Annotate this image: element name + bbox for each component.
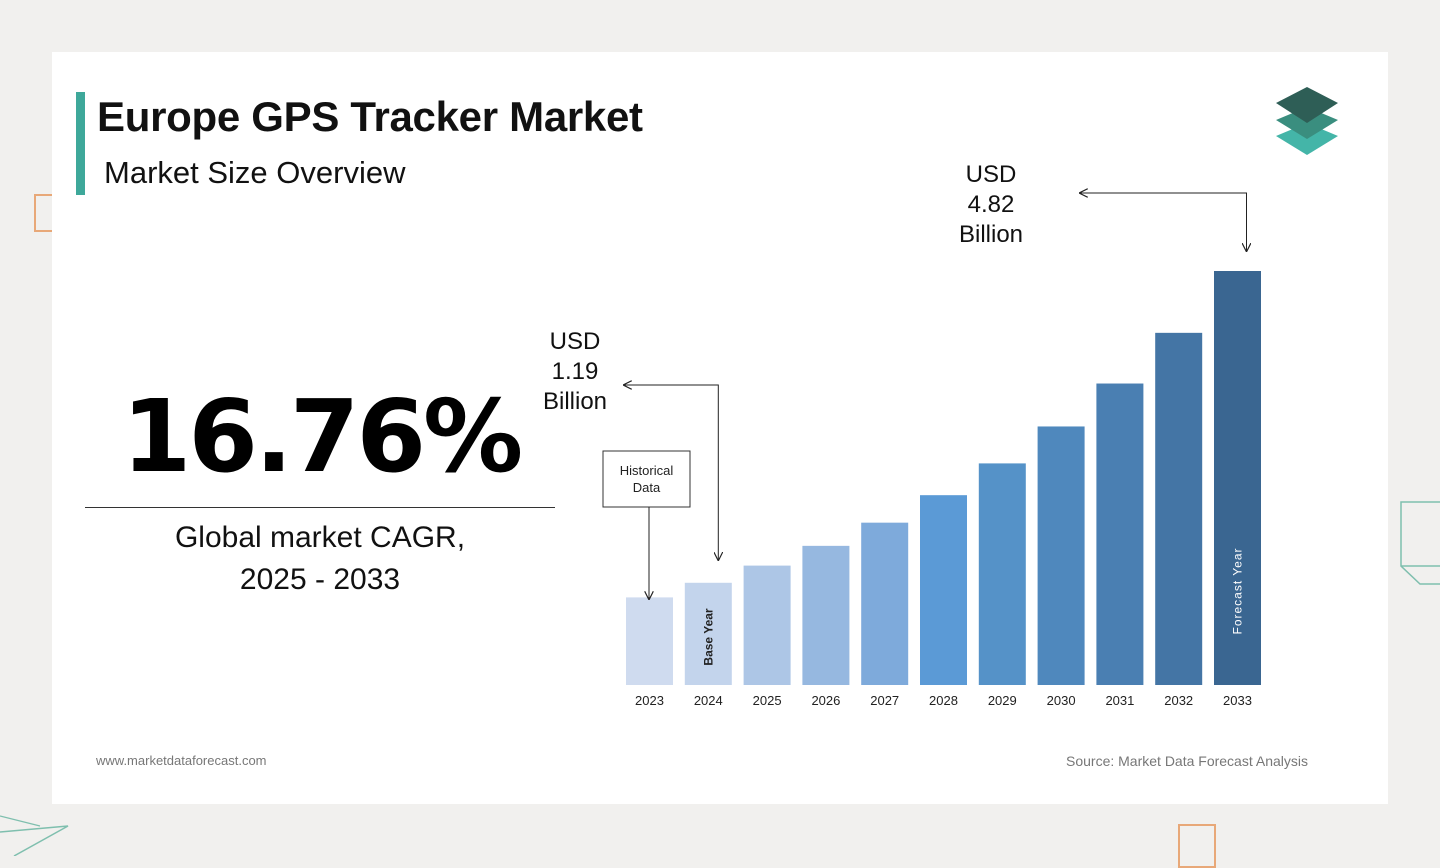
callout-arrow-2033 <box>1080 193 1247 251</box>
page-title: Europe GPS Tracker Market <box>97 93 643 140</box>
bar-2024 <box>684 582 732 685</box>
x-tick-2030: 2030 <box>1047 693 1076 708</box>
bar-2025 <box>743 565 791 685</box>
cagr-label: Global market CAGR, 2025 - 2033 <box>85 517 555 601</box>
cagr-label-line2: 2025 - 2033 <box>239 563 401 596</box>
layers-stack-icon <box>1276 87 1338 155</box>
x-tick-2029: 2029 <box>988 693 1017 708</box>
callout-2033-line-3: Billion <box>959 221 1023 248</box>
x-tick-2027: 2027 <box>870 693 899 708</box>
bar-2026 <box>802 545 850 685</box>
cagr-label-line1: Global market CAGR, <box>174 521 466 554</box>
x-tick-2026: 2026 <box>811 693 840 708</box>
x-tick-2028: 2028 <box>929 693 958 708</box>
callout-2024-line-3: Billion <box>543 388 607 415</box>
callout-2033-line-2: 4.82 <box>968 191 1015 218</box>
bar-2032 <box>1155 332 1203 685</box>
infographic-card: Europe GPS Tracker Market Market Size Ov… <box>52 52 1388 804</box>
bar-2031 <box>1096 383 1144 685</box>
page-subtitle: Market Size Overview <box>104 155 406 190</box>
bar-2029 <box>978 463 1026 685</box>
bar-2023 <box>626 597 673 685</box>
decorative-shape-bottom-left <box>0 815 69 856</box>
cagr-divider <box>85 507 555 508</box>
x-tick-2031: 2031 <box>1105 693 1134 708</box>
decorative-shape-right <box>1400 501 1440 585</box>
x-tick-2023: 2023 <box>635 693 664 708</box>
cagr-value: 16.76% <box>121 378 524 495</box>
historical-data-label-1: Historical <box>620 463 674 478</box>
callout-2024-line-1: USD <box>550 328 601 355</box>
callout-2024-line-2: 1.19 <box>552 358 599 385</box>
bar-2030 <box>1037 426 1085 685</box>
bar-2027 <box>861 522 909 685</box>
decorative-square-bottom <box>1178 824 1216 868</box>
historical-data-label-2: Data <box>633 480 661 495</box>
bar-2033 <box>1214 271 1261 685</box>
callout-2033-line-1: USD <box>966 161 1017 188</box>
x-tick-2024: 2024 <box>694 693 723 708</box>
historical-data-box <box>602 450 691 508</box>
footer-source: Source: Market Data Forecast Analysis <box>1066 753 1308 769</box>
bar-chart: 2023 2024 2025 2026 2027 2028 2029 2030 2031 2032… <box>543 161 1261 708</box>
x-tick-2032: 2032 <box>1164 693 1193 708</box>
decorative-bracket-left <box>34 194 52 232</box>
title-accent-bar <box>76 92 85 195</box>
forecast-year-label: Forecast Year <box>1231 547 1245 634</box>
base-year-label: Base Year <box>701 608 715 665</box>
footer-website: www.marketdataforecast.com <box>96 753 267 768</box>
x-tick-2033: 2033 <box>1223 693 1252 708</box>
bar-2028 <box>920 495 967 685</box>
x-tick-2025: 2025 <box>753 693 782 708</box>
callout-arrow-2024 <box>624 385 718 560</box>
